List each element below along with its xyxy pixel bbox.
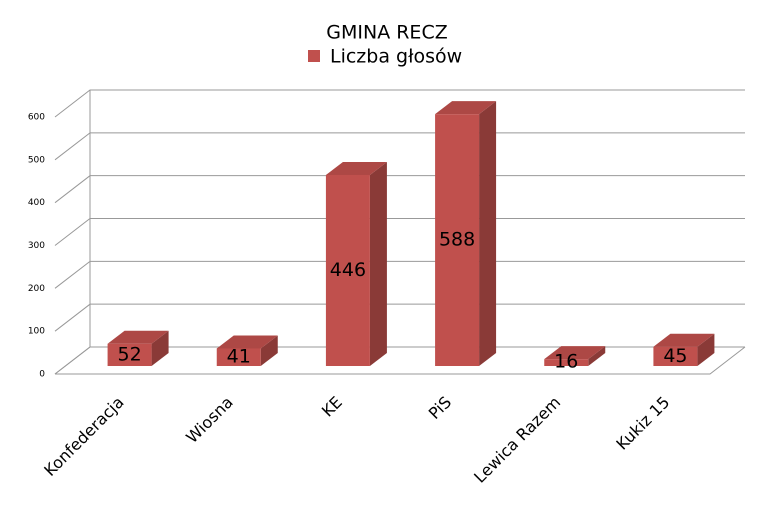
grid-line (54, 175, 745, 204)
grid-line (54, 89, 745, 118)
bar-side (588, 346, 606, 366)
bar (107, 343, 152, 366)
bar (653, 346, 698, 366)
x-tick-label: Kukiz 15 (612, 393, 673, 454)
value-label: 588 (439, 229, 475, 251)
grid-line (54, 346, 745, 375)
y-tick-label: 200 (28, 284, 45, 294)
y-tick-label: 0 (39, 370, 45, 380)
bar (325, 174, 370, 366)
value-label: 41 (227, 346, 251, 368)
bar-side (369, 161, 387, 366)
y-tick-label: 500 (28, 155, 45, 165)
bar (435, 114, 480, 366)
bar-side (151, 330, 169, 366)
x-tick-label: PiS (425, 393, 455, 423)
bar-side (697, 333, 715, 366)
value-label: 45 (663, 345, 687, 367)
value-label: 446 (330, 259, 366, 281)
legend-label: Liczba głosów (330, 46, 462, 68)
value-label: 16 (554, 351, 578, 373)
bar-side (479, 101, 497, 366)
y-tick-label: 300 (28, 241, 45, 251)
bar-top (107, 330, 169, 344)
bar-top (653, 333, 715, 347)
legend-swatch (308, 50, 320, 62)
y-tick-label: 400 (28, 198, 45, 208)
bar-side (260, 335, 278, 366)
grid-line (54, 303, 745, 332)
x-tick-label: KE (318, 393, 346, 421)
bar (544, 359, 589, 366)
grid-line (54, 132, 745, 161)
grid-line (54, 260, 745, 289)
y-tick-label: 100 (28, 327, 45, 337)
bar-top (544, 346, 606, 360)
x-tick-label: Lewica Razem (470, 393, 564, 487)
chart-title: GMINA RECZ (326, 22, 447, 44)
x-tick-label: Konfederacja (40, 393, 127, 480)
bar-top (435, 101, 497, 115)
y-tick-label: 600 (28, 113, 45, 123)
bar-top (216, 335, 278, 349)
grid-line (54, 218, 745, 246)
value-label: 52 (117, 343, 141, 365)
bar-top (325, 161, 387, 175)
x-tick-label: Wiosna (182, 393, 236, 447)
bar (216, 348, 261, 366)
